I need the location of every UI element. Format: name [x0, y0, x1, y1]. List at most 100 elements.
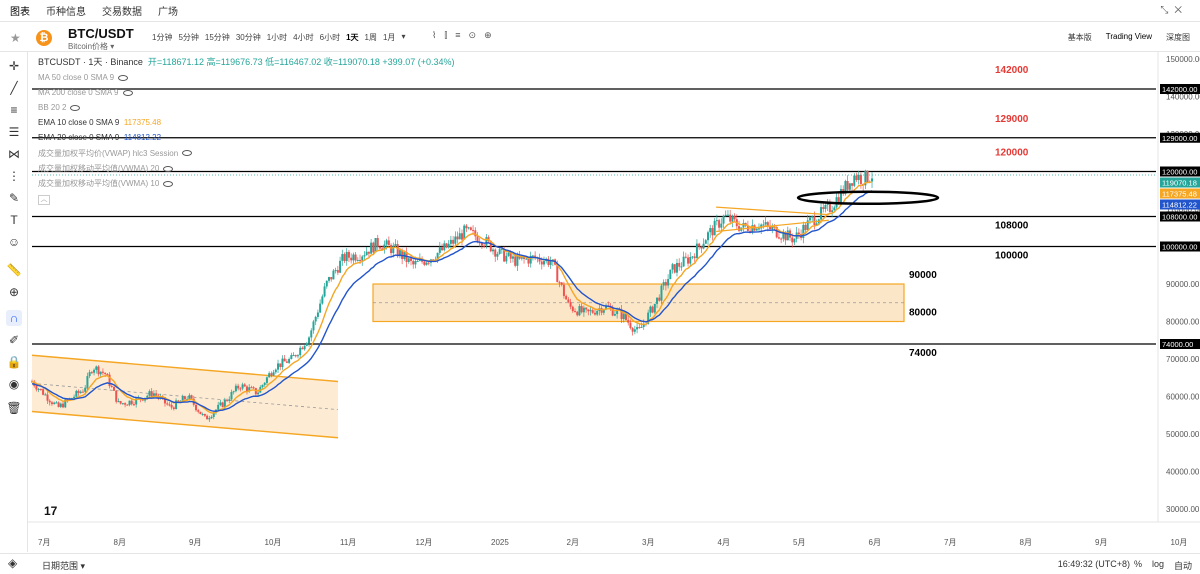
- horizontal-lines-icon[interactable]: ≡: [10, 103, 18, 117]
- price-tag: 142000.00: [1160, 84, 1200, 94]
- candle-body: [250, 387, 253, 389]
- hidden-eye-icon[interactable]: [122, 90, 133, 97]
- candle-body: [631, 328, 634, 332]
- chart-tools-icons[interactable]: ⌇⫿≡⊙⊕: [432, 30, 500, 40]
- legend-ma200[interactable]: MA 200 close 0 SMA 9: [38, 85, 454, 100]
- candle-body: [469, 227, 472, 230]
- eye-icon[interactable]: ◉: [8, 377, 20, 391]
- legend-vwap[interactable]: 成交量加权平均价(VWAP) hlc3 Session: [38, 146, 454, 161]
- pattern-icon[interactable]: ⋈: [8, 147, 20, 161]
- pair-title[interactable]: BTC/USDT: [68, 26, 134, 41]
- trendline-icon[interactable]: ╱: [10, 81, 18, 95]
- brush-icon[interactable]: ✎: [8, 191, 20, 205]
- layers-icon[interactable]: ◈: [8, 556, 18, 570]
- date-range-selector[interactable]: 日期范围 ▾: [42, 561, 86, 571]
- interval-more-chevron-icon[interactable]: ▾: [401, 32, 406, 41]
- crosshair-icon[interactable]: ✛: [8, 59, 20, 73]
- hidden-eye-icon[interactable]: [163, 180, 174, 187]
- magnet-icon[interactable]: ∩: [6, 310, 22, 326]
- candle-body: [742, 222, 745, 228]
- candle-body: [268, 373, 271, 378]
- interval-1m[interactable]: 1分钟: [152, 33, 173, 42]
- tab-coin-info[interactable]: 币种信息: [46, 7, 86, 18]
- candle-body: [245, 386, 248, 392]
- legend-ema10[interactable]: EMA 10 close 0 SMA 9 117375.48: [38, 118, 162, 128]
- tab-square[interactable]: 广场: [158, 7, 178, 18]
- hidden-eye-icon[interactable]: [163, 165, 174, 172]
- price-tag-bg: [1160, 188, 1200, 199]
- hidden-eye-icon[interactable]: [118, 74, 129, 81]
- legend-bb[interactable]: BB 20 2: [38, 100, 454, 115]
- candle-body: [576, 311, 579, 316]
- candle-body: [640, 326, 643, 328]
- legend-ma50[interactable]: MA 50 close 0 SMA 9: [38, 70, 454, 85]
- interval-1w[interactable]: 1周: [364, 33, 377, 42]
- candle-body: [494, 249, 497, 257]
- view-depth[interactable]: 深度图: [1166, 33, 1190, 42]
- auto-scale-toggle[interactable]: 自动: [1173, 561, 1192, 571]
- percent-scale-toggle[interactable]: %: [1133, 559, 1142, 569]
- interval-15m[interactable]: 15分钟: [204, 33, 230, 42]
- hidden-eye-icon[interactable]: [182, 150, 193, 157]
- candle-body: [775, 226, 778, 238]
- candle-body: [281, 358, 284, 368]
- view-basic[interactable]: 基本版: [1067, 33, 1092, 42]
- lock-icon[interactable]: 🔒: [6, 355, 22, 369]
- lock-drawing-icon[interactable]: ✐: [8, 333, 20, 347]
- candle-body: [301, 347, 304, 350]
- candle-body: [695, 243, 698, 259]
- candle-body: [456, 236, 459, 240]
- candle-body: [308, 337, 311, 344]
- view-switcher: 基本版 Trading View 深度图: [1068, 32, 1190, 43]
- tab-chart[interactable]: 图表: [10, 7, 30, 18]
- candle-body: [319, 303, 322, 313]
- candle-body: [476, 236, 479, 243]
- candle-body: [511, 256, 514, 259]
- interval-1h[interactable]: 1小时: [266, 33, 288, 42]
- legend-vwma20[interactable]: 成交量加权移动平均值(VWMA) 20: [38, 161, 454, 176]
- price-tag: 119070.18: [1160, 177, 1200, 188]
- candle-body: [241, 384, 244, 389]
- text-icon[interactable]: T: [10, 213, 18, 227]
- tab-trade-data[interactable]: 交易数据: [102, 7, 142, 18]
- view-tradingview[interactable]: Trading View: [1105, 32, 1152, 41]
- ruler-icon[interactable]: 📏: [6, 263, 22, 277]
- interval-1d[interactable]: 1天: [346, 33, 359, 42]
- candle-body: [569, 302, 572, 307]
- candle-body: [401, 250, 404, 260]
- interval-30m[interactable]: 30分钟: [235, 33, 261, 42]
- interval-5m[interactable]: 5分钟: [178, 33, 199, 42]
- zoom-in-icon[interactable]: ⊕: [8, 285, 20, 299]
- candle-body: [119, 401, 122, 404]
- candle-body: [356, 259, 359, 261]
- favorite-star-icon[interactable]: ★: [10, 31, 21, 45]
- trash-icon[interactable]: 🗑: [6, 401, 22, 415]
- candle-body: [113, 386, 116, 391]
- interval-1M[interactable]: 1月: [382, 33, 396, 42]
- fib-icon[interactable]: ☰: [8, 125, 20, 139]
- measure-icon[interactable]: ⋮: [8, 169, 20, 183]
- candle-body: [751, 225, 754, 233]
- window-controls[interactable]: ⤡✕: [1160, 5, 1188, 16]
- candle-body: [505, 255, 508, 262]
- candle-body: [472, 229, 475, 231]
- collapse-legend-chevron-icon[interactable]: ︿: [38, 194, 50, 205]
- candle-body: [585, 307, 588, 310]
- candle-body: [370, 242, 373, 254]
- pair-subtitle[interactable]: Bitcoin价格 ▾: [68, 42, 115, 51]
- interval-4h[interactable]: 4小时: [293, 33, 314, 42]
- clock-readout[interactable]: 16:49:32 (UTC+8): [1057, 559, 1130, 569]
- legend-ema20[interactable]: EMA 20 close 0 SMA 9 114812.22: [38, 133, 162, 143]
- candle-body: [720, 223, 723, 228]
- legend-vwma10[interactable]: 成交量加权移动平均值(VWMA) 10: [38, 176, 454, 191]
- bottom-bar: ◈ 日期范围 ▾ 16:49:32 (UTC+8) % log 自动: [0, 553, 1200, 574]
- log-scale-toggle[interactable]: log: [1151, 559, 1164, 569]
- hidden-eye-icon[interactable]: [70, 105, 81, 112]
- interval-6h[interactable]: 6小时: [319, 33, 341, 42]
- emoji-icon[interactable]: ☺: [7, 235, 21, 249]
- candle-body: [44, 394, 47, 396]
- candle-body: [385, 240, 388, 245]
- price-chart[interactable]: 150000.00140000.00130000.00120000.001100…: [28, 52, 1200, 553]
- candle-body: [303, 345, 306, 350]
- level-annotation: 142000: [995, 65, 1029, 76]
